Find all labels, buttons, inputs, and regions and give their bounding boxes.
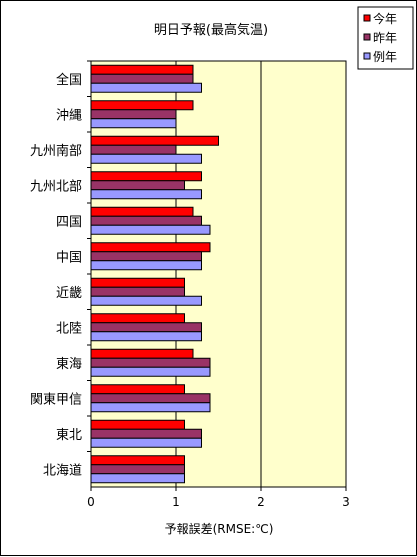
bar (90, 357, 211, 368)
bar (90, 73, 194, 84)
x-tick-label: 2 (257, 495, 265, 509)
bar (90, 366, 211, 377)
legend-label: 今年 (373, 11, 397, 26)
chart-title: 明日予報(最高気温) (154, 22, 268, 38)
bar (90, 428, 202, 439)
bar (90, 171, 202, 182)
bar (90, 402, 211, 413)
bar (90, 215, 202, 226)
y-tick-label: 北陸 (56, 320, 82, 336)
y-tick-label: 九州北部 (30, 179, 82, 194)
bar (90, 473, 185, 484)
plot-border (90, 60, 347, 488)
bar (90, 109, 177, 120)
y-tick-label: 北海道 (43, 463, 82, 478)
y-tick-label: 近畿 (56, 286, 82, 301)
y-tick-label: 東海 (56, 356, 82, 372)
legend-label: 例年 (373, 50, 397, 64)
bar (90, 135, 219, 146)
legend-swatch (363, 52, 371, 60)
bar (90, 455, 185, 466)
bar (90, 100, 194, 111)
bar (90, 313, 185, 324)
bar (90, 322, 202, 333)
bar (90, 260, 202, 271)
bar (90, 464, 185, 475)
y-tick-label: 東北 (56, 427, 82, 443)
bar (90, 251, 202, 262)
bar (90, 295, 202, 306)
bar (90, 224, 211, 235)
bar (90, 144, 177, 155)
bar (90, 331, 202, 342)
bar (90, 206, 194, 217)
bar (90, 153, 202, 164)
legend-swatch (363, 33, 371, 41)
x-axis-label: 予報誤差(RMSE:℃) (165, 521, 274, 536)
bar (90, 64, 194, 75)
bar (90, 180, 185, 191)
bar (90, 384, 185, 395)
y-tick-label: 四国 (56, 215, 82, 230)
bar (90, 437, 202, 448)
x-tick-label: 0 (87, 495, 95, 509)
y-tick-label: 沖縄 (56, 108, 82, 123)
bar (90, 393, 211, 404)
legend-swatch (363, 14, 371, 22)
bar (90, 189, 202, 200)
bar (90, 419, 185, 430)
bar (90, 118, 177, 129)
bar (90, 348, 194, 359)
bar (90, 242, 211, 253)
bar (90, 82, 202, 93)
y-tick-label: 九州南部 (30, 143, 82, 159)
bar (90, 286, 185, 297)
x-tick-label: 1 (172, 495, 180, 509)
x-tick-label: 3 (342, 495, 350, 509)
y-tick-label: 中国 (56, 250, 82, 265)
plot-background (91, 61, 346, 487)
legend-label: 昨年 (373, 31, 397, 45)
bar (90, 277, 185, 288)
y-tick-label: 全国 (56, 72, 82, 88)
y-tick-label: 関東甲信 (30, 391, 82, 407)
